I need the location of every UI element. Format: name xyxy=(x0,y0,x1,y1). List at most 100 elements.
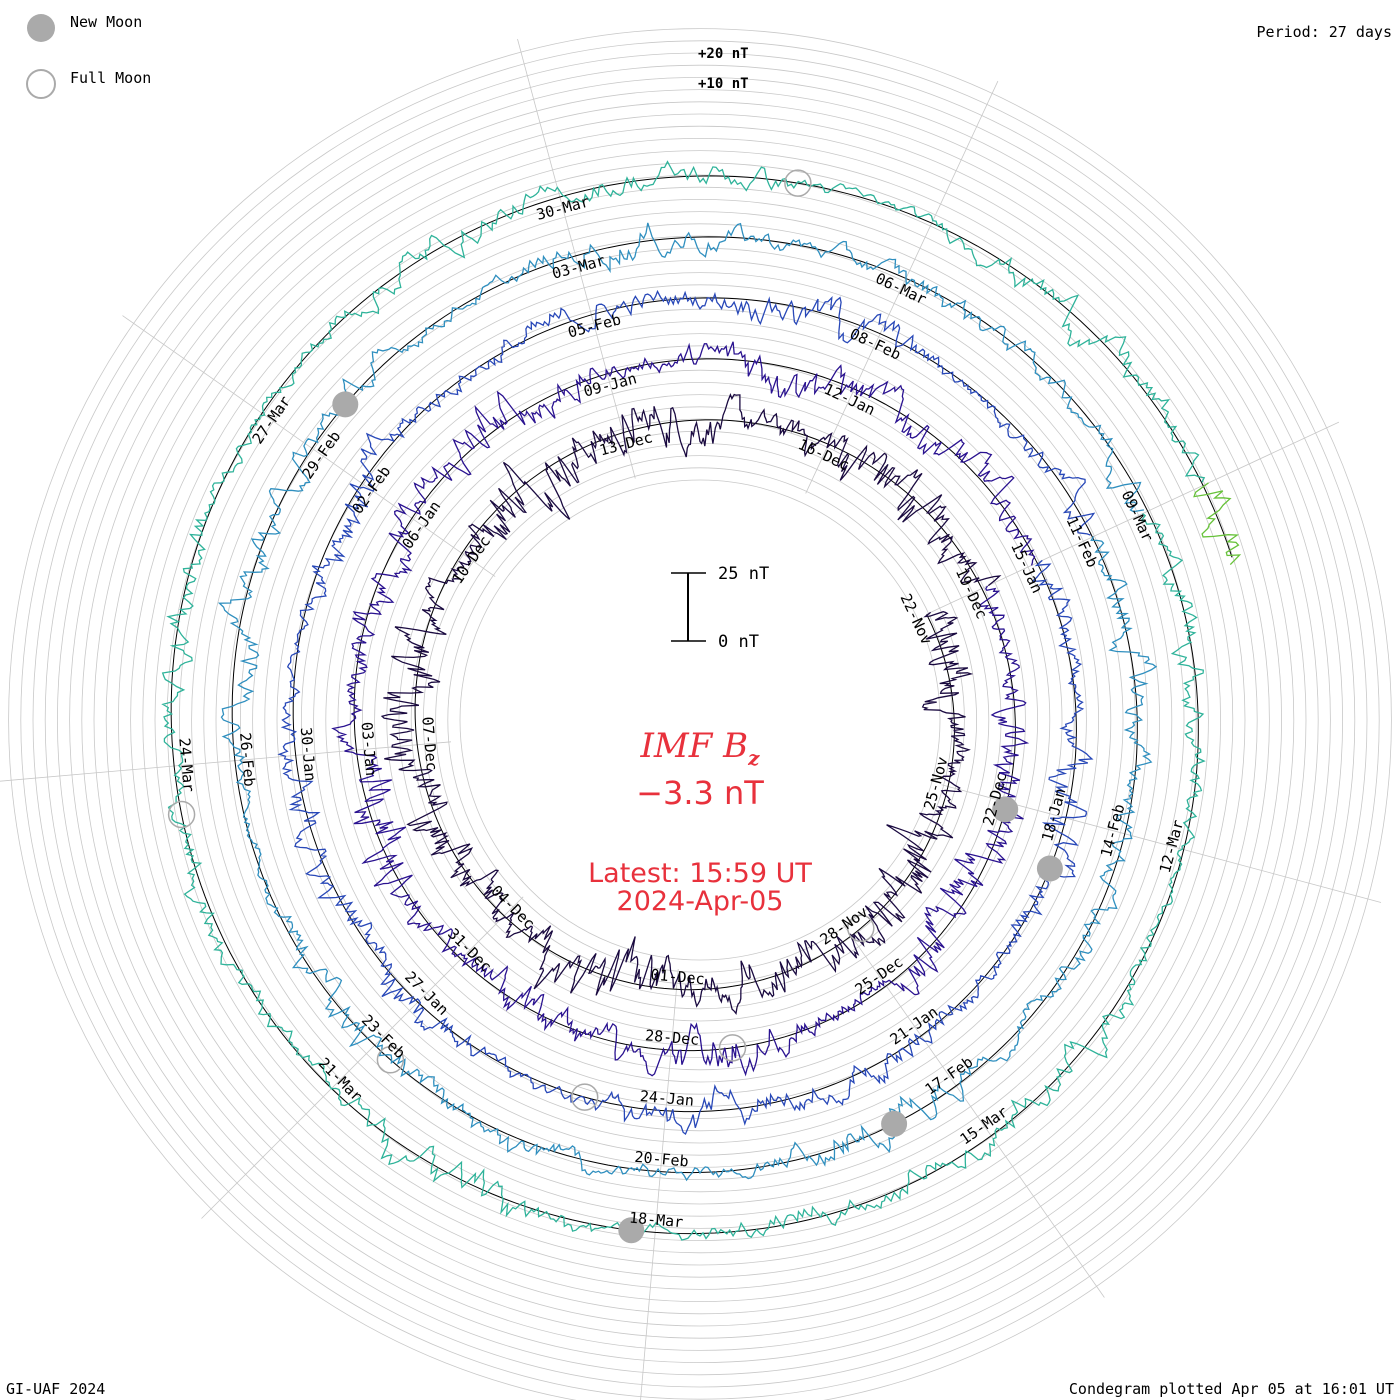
time-spoke xyxy=(517,38,636,479)
bz-traces xyxy=(161,160,1242,1241)
full-moon-label: Full Moon xyxy=(70,69,152,87)
full-moon-marker xyxy=(570,1083,599,1111)
bz-trace-1 xyxy=(380,393,1002,1015)
date-label: 03-Jan xyxy=(358,721,381,777)
new-moon-marker xyxy=(618,1217,645,1244)
new-moon-marker xyxy=(992,796,1019,823)
grid-ring xyxy=(374,394,1026,1046)
bz-trace-3 xyxy=(277,289,1096,1135)
date-label: 24-Jan xyxy=(639,1087,695,1110)
bz-latest-value: −3.3 nT xyxy=(636,774,764,812)
bz-trace-2 xyxy=(331,341,1036,1077)
grid-ring xyxy=(142,162,1258,1278)
grid-ring xyxy=(118,138,1282,1302)
grid-ring xyxy=(313,333,1087,1107)
date-label: 05-Feb xyxy=(566,310,623,341)
ring-label-10: +10 nT xyxy=(698,76,749,92)
plotted-timestamp: Condegram plotted Apr 05 at 16:01 UT xyxy=(1068,1380,1394,1398)
grid-ring xyxy=(93,113,1307,1327)
grid-ring xyxy=(276,296,1124,1144)
grid-ring xyxy=(179,199,1221,1241)
new-moon-marker xyxy=(881,1110,908,1137)
grid-rings xyxy=(8,28,1392,1400)
date-label: 09-Mar xyxy=(1118,488,1157,545)
date-label: 06-Jan xyxy=(398,498,444,553)
grid-ring xyxy=(191,211,1209,1229)
new-moon-icon xyxy=(27,14,55,42)
grid-ring xyxy=(166,186,1234,1254)
date-label: 06-Mar xyxy=(873,269,930,308)
grid-ring xyxy=(239,259,1161,1181)
date-label: 25-Nov xyxy=(920,755,951,812)
full-moon-marker xyxy=(167,800,196,829)
new-moon-label: New Moon xyxy=(70,13,143,31)
grid-ring xyxy=(386,406,1014,1034)
date-label: 11-Feb xyxy=(1062,514,1101,571)
date-label: 22-Nov xyxy=(897,591,936,648)
scale-top-label: 25 nT xyxy=(718,564,770,584)
date-label: 08-Feb xyxy=(847,325,904,364)
grid-ring xyxy=(227,247,1173,1193)
date-label: 28-Dec xyxy=(644,1026,700,1049)
grid-ring xyxy=(154,174,1246,1266)
full-moon-icon xyxy=(26,69,56,99)
bz-title-subscript: z xyxy=(748,745,760,770)
grid-ring xyxy=(105,125,1295,1315)
bz-trace-6 xyxy=(1193,482,1242,566)
new-moon-marker xyxy=(332,391,359,418)
date-label: 30-Jan xyxy=(297,726,320,782)
date-labels: 22-Nov25-Nov28-Nov01-Dec04-Dec07-Dec10-D… xyxy=(175,192,1187,1231)
baseline-spiral xyxy=(170,175,1233,1235)
date-label: 24-Mar xyxy=(175,737,198,793)
grid-ring xyxy=(349,369,1051,1071)
date-label: 01-Dec xyxy=(650,966,706,989)
time-spokes xyxy=(0,38,1382,1400)
time-spoke xyxy=(0,741,452,782)
grid-ring xyxy=(130,150,1270,1290)
time-spoke xyxy=(926,421,1340,615)
period-label: Period: 27 days xyxy=(1256,23,1392,41)
latest-date: 2024-Apr-05 xyxy=(616,886,784,917)
scale-bar xyxy=(671,572,706,642)
grid-ring xyxy=(264,284,1136,1156)
full-moon-marker xyxy=(847,914,875,943)
moon-markers xyxy=(167,169,1063,1244)
date-label: 18-Mar xyxy=(628,1209,684,1232)
bz-trace-5 xyxy=(161,160,1206,1241)
credit-label: GI-UAF 2024 xyxy=(6,1380,106,1398)
grid-ring xyxy=(8,28,1392,1400)
latest-time: Latest: 15:59 UT xyxy=(588,858,812,889)
grid-ring xyxy=(57,77,1343,1363)
grid-ring xyxy=(361,381,1039,1059)
grid-ring xyxy=(337,357,1063,1083)
date-label: 07-Dec xyxy=(418,716,441,772)
date-label: 30-Mar xyxy=(534,192,591,223)
new-moon-marker xyxy=(1036,855,1063,882)
full-moon-marker xyxy=(718,1034,747,1062)
ring-label-20: +20 nT xyxy=(698,46,749,62)
date-label: 14-Feb xyxy=(1097,802,1128,859)
grid-ring xyxy=(20,40,1380,1400)
grid-ring xyxy=(300,320,1100,1120)
grid-ring xyxy=(203,223,1197,1217)
full-moon-marker xyxy=(784,169,812,197)
bz-title: IMF Bz xyxy=(560,726,840,770)
grid-ring xyxy=(435,455,965,985)
grid-ring xyxy=(459,479,941,961)
date-label: 26-Feb xyxy=(236,732,259,788)
date-label: 15-Jan xyxy=(1007,539,1046,596)
grid-ring xyxy=(215,235,1185,1205)
date-label: 20-Feb xyxy=(634,1148,690,1171)
grid-ring xyxy=(81,101,1319,1339)
grid-ring xyxy=(252,272,1148,1168)
grid-ring xyxy=(32,52,1368,1388)
grid-ring xyxy=(44,64,1356,1376)
grid-ring xyxy=(410,430,990,1010)
bz-trace-4 xyxy=(217,222,1158,1182)
time-spoke xyxy=(201,896,524,1219)
date-label: 29-Feb xyxy=(298,428,344,483)
full-moon-marker xyxy=(376,1046,405,1074)
date-label: 10-Dec xyxy=(448,533,494,588)
time-spoke xyxy=(805,80,999,494)
